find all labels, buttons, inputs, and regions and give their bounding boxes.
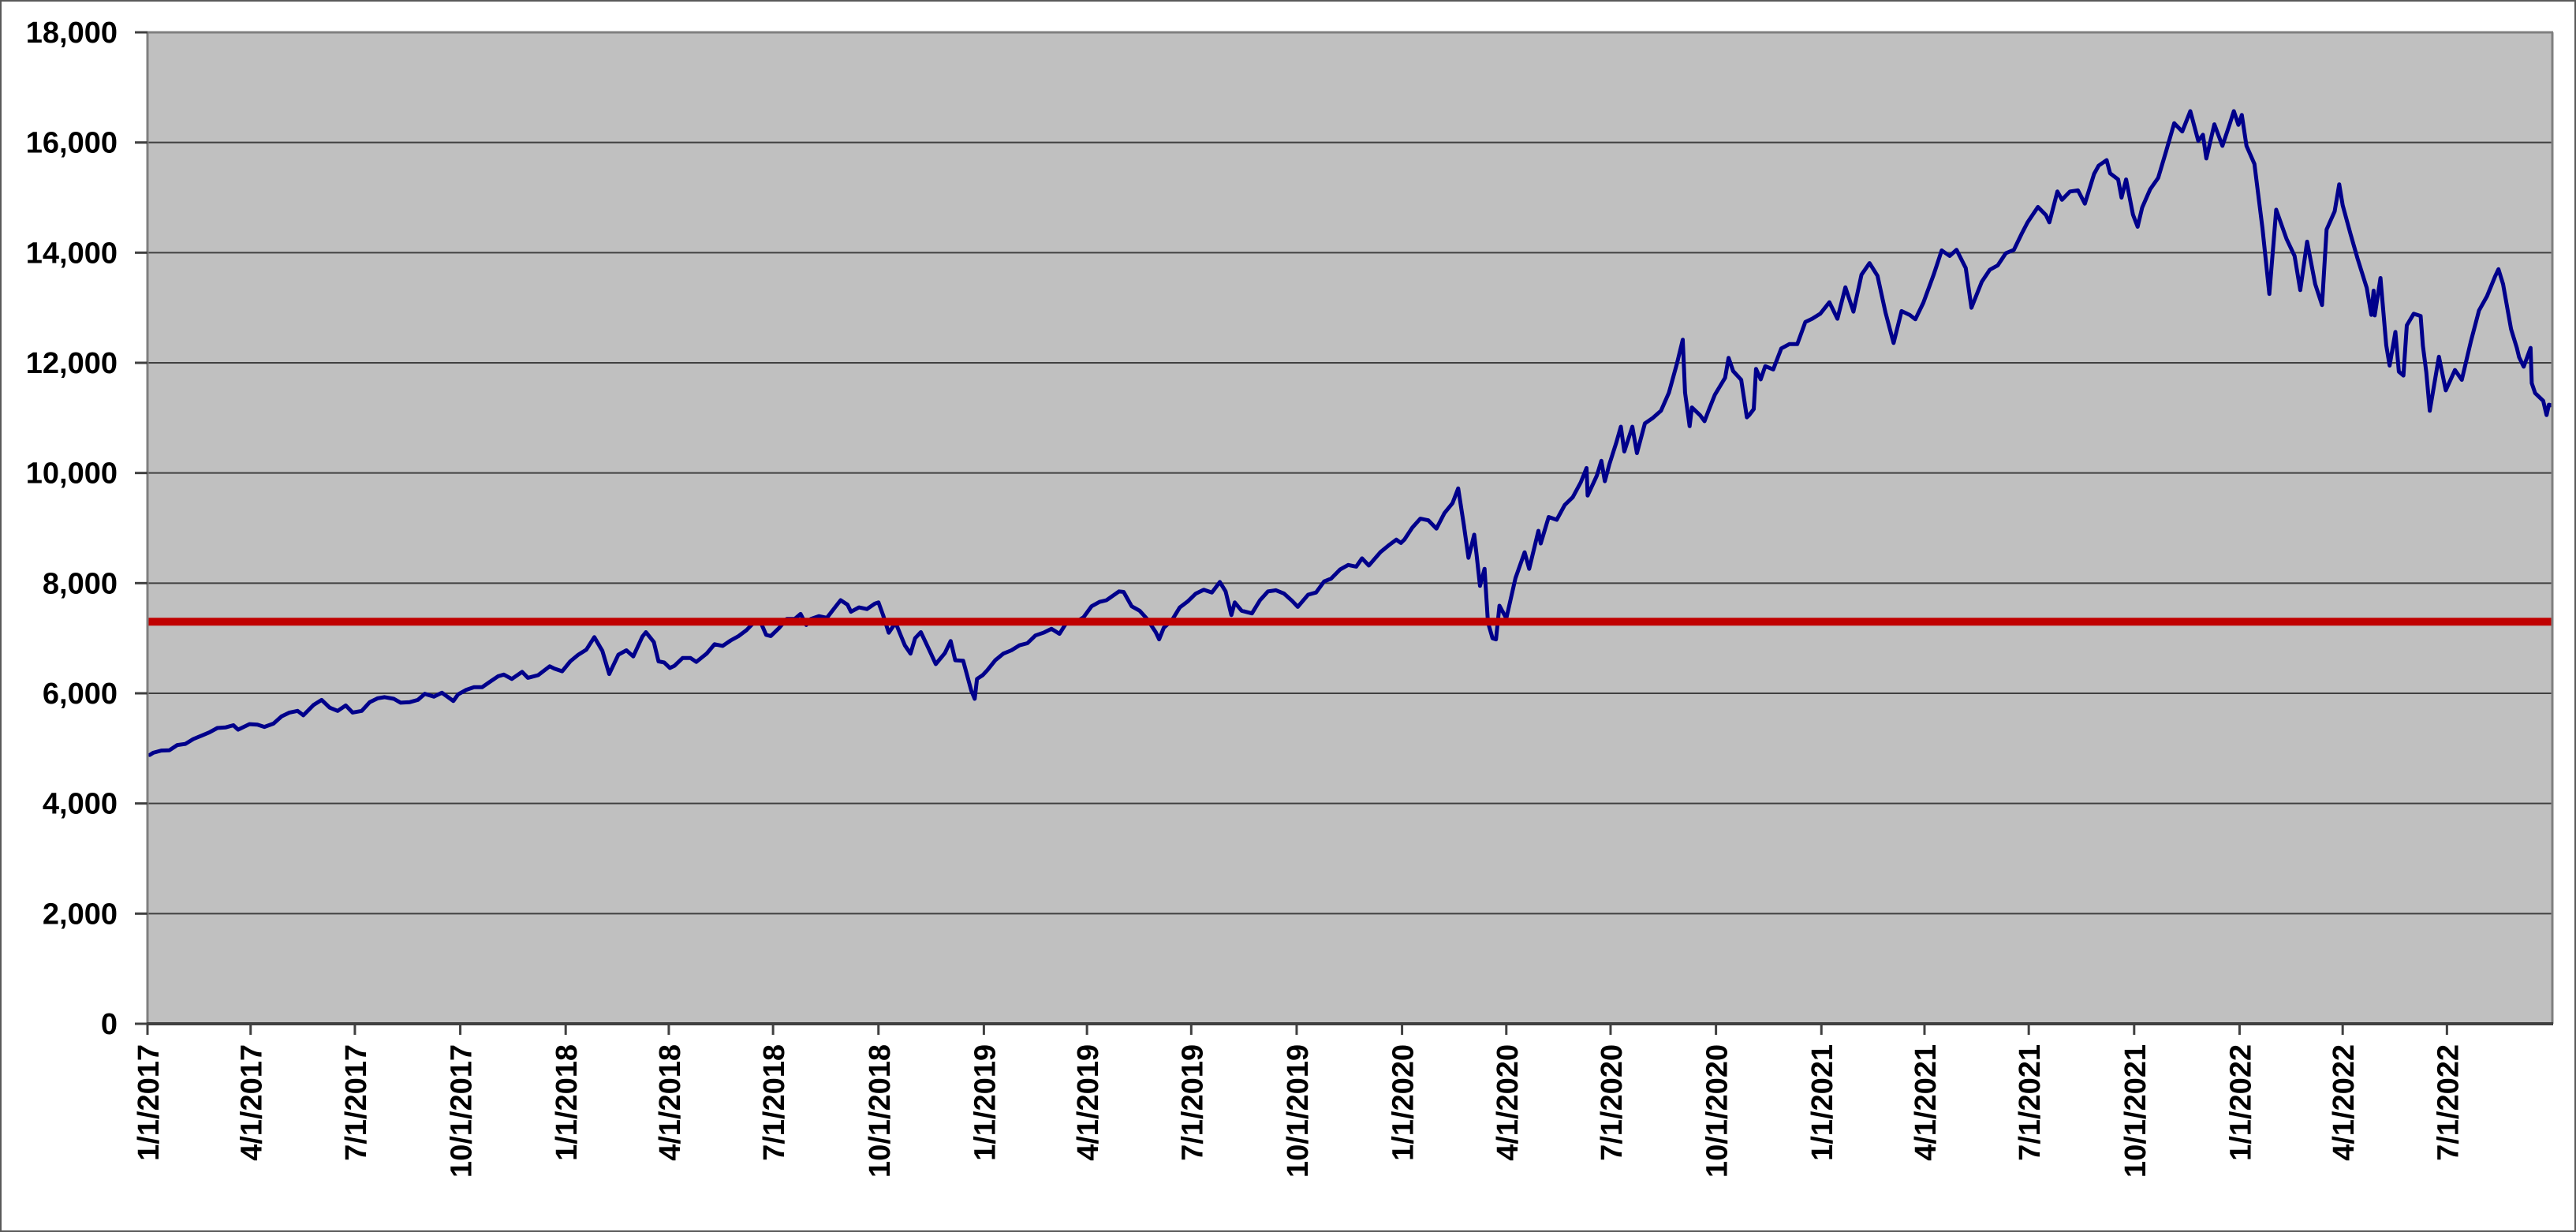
x-axis-label: 7/1/2020: [1596, 1044, 1629, 1161]
x-axis-label: 1/1/2019: [969, 1044, 1002, 1161]
x-axis-label: 10/1/2018: [864, 1044, 897, 1178]
plot-area: [147, 32, 2552, 1024]
x-axis-label: 1/1/2017: [133, 1044, 166, 1161]
x-axis-label: 7/1/2021: [2014, 1044, 2047, 1161]
x-axis-label: 4/1/2022: [2328, 1044, 2361, 1161]
y-axis-label: 16,000: [26, 127, 118, 160]
x-axis-label: 4/1/2018: [654, 1044, 687, 1161]
x-axis-label: 4/1/2017: [236, 1044, 269, 1161]
x-axis-label: 10/1/2020: [1701, 1044, 1734, 1178]
x-axis-label: 10/1/2017: [446, 1044, 479, 1178]
y-axis-label: 18,000: [26, 17, 118, 50]
y-axis-label: 14,000: [26, 237, 118, 270]
x-axis-label: 7/1/2018: [758, 1044, 791, 1161]
y-axis-label: 12,000: [26, 347, 118, 380]
x-axis-label: 4/1/2020: [1491, 1044, 1525, 1161]
y-axis-label: 8,000: [43, 567, 118, 600]
y-axis-label: 2,000: [43, 898, 118, 931]
x-axis-label: 7/1/2017: [340, 1044, 373, 1161]
x-axis-label: 4/1/2019: [1072, 1044, 1105, 1161]
price-line-series: [147, 109, 2553, 757]
x-axis-label: 10/1/2019: [1282, 1044, 1315, 1178]
x-axis-label: 7/1/2019: [1176, 1044, 1209, 1161]
x-axis-label: 4/1/2021: [1910, 1044, 1943, 1161]
y-axis-label: 4,000: [43, 788, 118, 821]
y-axis-label: 10,000: [26, 457, 118, 491]
y-axis-label: 6,000: [43, 678, 118, 711]
x-axis-label: 10/1/2021: [2119, 1044, 2152, 1178]
y-axis-label: 0: [101, 1008, 118, 1041]
x-axis-label: 7/1/2022: [2432, 1044, 2465, 1161]
x-axis-label: 1/1/2022: [2224, 1044, 2257, 1161]
x-axis-label: 1/1/2018: [551, 1044, 584, 1161]
x-axis-label: 1/1/2020: [1387, 1044, 1421, 1161]
x-axis-label: 1/1/2021: [1806, 1044, 1839, 1161]
